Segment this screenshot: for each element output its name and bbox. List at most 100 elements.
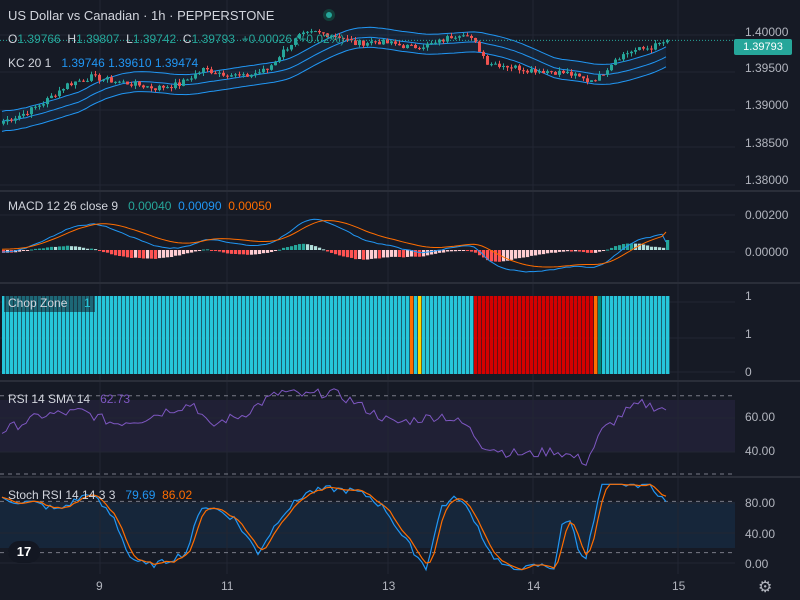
chop-zone-bar bbox=[166, 296, 170, 374]
macd-histogram-bar bbox=[170, 250, 174, 258]
macd-histogram-bar bbox=[86, 248, 90, 250]
macd-histogram-bar bbox=[534, 250, 538, 256]
chop-zone-bar bbox=[138, 296, 142, 374]
candle-body bbox=[454, 37, 457, 39]
macd-histogram-bar bbox=[330, 250, 334, 253]
symbol-title[interactable]: US Dollar vs Canadian · 1h · PEPPERSTONE bbox=[8, 8, 275, 23]
chop-zone-bar bbox=[598, 296, 602, 374]
chop-zone-bar bbox=[86, 296, 90, 374]
macd-histogram-bar bbox=[106, 250, 110, 253]
candle-body bbox=[318, 31, 321, 33]
macd-histogram-bar bbox=[598, 250, 602, 252]
macd-histogram-bar bbox=[570, 250, 574, 252]
rsi-band-fill bbox=[0, 400, 735, 452]
chop-zone-bar bbox=[590, 296, 594, 374]
candle-body bbox=[622, 54, 625, 60]
chop-zone-bar bbox=[122, 296, 126, 374]
chop-zone-bar bbox=[358, 296, 362, 374]
macd-histogram-bar bbox=[406, 250, 410, 257]
candle-body bbox=[518, 65, 521, 71]
chop-zone-bar bbox=[538, 296, 542, 374]
chop-zone-bar bbox=[398, 296, 402, 374]
rsi-pane-separator[interactable] bbox=[0, 476, 800, 478]
macd-histogram-bar bbox=[114, 250, 118, 256]
chop-zone-bar bbox=[386, 296, 390, 374]
stoch-k-line bbox=[1, 483, 667, 572]
chop-zone-bar bbox=[366, 296, 370, 374]
stoch-axis-tick: 80.00 bbox=[745, 496, 776, 510]
candle-body bbox=[430, 43, 433, 45]
candle-body bbox=[178, 82, 181, 86]
macd-histogram-bar bbox=[90, 248, 94, 250]
chop-zone-bar bbox=[282, 296, 286, 374]
candle-body bbox=[618, 59, 621, 61]
macd-histogram-bar bbox=[130, 250, 134, 259]
candle-body bbox=[150, 86, 153, 89]
candle-body bbox=[638, 47, 641, 51]
chop-zone-bar bbox=[202, 296, 206, 374]
macd-histogram-bar bbox=[462, 250, 466, 251]
candle-body bbox=[654, 43, 657, 50]
macd-histogram-bar bbox=[522, 250, 526, 258]
chop-zone-bar bbox=[186, 296, 190, 374]
macd-histogram-bar bbox=[338, 250, 342, 256]
low-label: L bbox=[126, 32, 133, 46]
macd-histogram-bar bbox=[250, 250, 254, 255]
stoch-legend[interactable]: Stoch RSI 14 14 3 3 79.69 86.02 bbox=[8, 488, 192, 502]
candle-body bbox=[386, 39, 389, 44]
chop-pane-separator[interactable] bbox=[0, 380, 800, 382]
macd-histogram-bar bbox=[182, 250, 186, 255]
macd-histogram-bar bbox=[262, 250, 266, 254]
chop-zone-bar bbox=[102, 296, 106, 374]
kc-legend[interactable]: KC 20 1 1.39746 1.39610 1.39474 bbox=[8, 56, 198, 70]
candle-body bbox=[634, 50, 637, 52]
tradingview-logo-icon[interactable]: 17 bbox=[8, 541, 40, 563]
macd-histogram-bar bbox=[602, 250, 606, 251]
candle-body bbox=[494, 63, 497, 65]
chop-zone-bar bbox=[606, 296, 610, 374]
chop-zone-bar bbox=[526, 296, 530, 374]
price-axis-tick: 1.39500 bbox=[745, 61, 789, 75]
candle-body bbox=[182, 79, 185, 86]
macd-histogram-bar bbox=[566, 250, 570, 252]
chop-zone-bar bbox=[330, 296, 334, 374]
candle-body bbox=[346, 38, 349, 40]
candle-body bbox=[162, 85, 165, 88]
candle-body bbox=[374, 41, 377, 43]
chop-zone-bar bbox=[78, 296, 82, 374]
gear-icon[interactable]: ⚙ bbox=[758, 579, 773, 596]
chop-zone-bar bbox=[38, 296, 42, 374]
chop-zone-bar bbox=[546, 296, 550, 374]
chop-zone-bar bbox=[2, 296, 6, 374]
chop-zone-bar bbox=[262, 296, 266, 374]
macd-pane-separator[interactable] bbox=[0, 282, 800, 284]
kc-upper-line bbox=[1, 26, 667, 112]
candle-body bbox=[46, 98, 49, 105]
live-dot-icon bbox=[323, 9, 335, 21]
price-pane-separator[interactable] bbox=[0, 190, 800, 192]
macd-histogram-bar bbox=[42, 248, 46, 250]
chop-zone-bar bbox=[302, 296, 306, 374]
macd-histogram-bar bbox=[78, 246, 82, 250]
candle-body bbox=[198, 72, 201, 74]
candle-body bbox=[310, 31, 313, 33]
candle-body bbox=[186, 79, 189, 81]
candle-body bbox=[258, 72, 261, 74]
rsi-legend[interactable]: RSI 14 SMA 14 62.73 bbox=[8, 392, 130, 406]
candle-body bbox=[102, 79, 105, 81]
candle-body bbox=[594, 80, 597, 82]
chop-zone-bar bbox=[466, 296, 470, 374]
macd-histogram-bar bbox=[230, 250, 234, 254]
candle-body bbox=[542, 70, 545, 74]
candle-body bbox=[578, 73, 581, 77]
chop-legend[interactable]: Chop Zone 1 bbox=[8, 296, 91, 310]
candle-body bbox=[290, 44, 293, 50]
chop-zone-bar bbox=[666, 296, 670, 374]
macd-histogram-bar bbox=[514, 250, 518, 259]
macd-histogram-bar bbox=[642, 244, 646, 250]
chop-zone-bar bbox=[494, 296, 498, 374]
macd-legend[interactable]: MACD 12 26 close 9 0.00040 0.00090 0.000… bbox=[8, 199, 272, 213]
macd-signal-value: 0.00050 bbox=[228, 199, 272, 213]
candle-body bbox=[458, 36, 461, 38]
